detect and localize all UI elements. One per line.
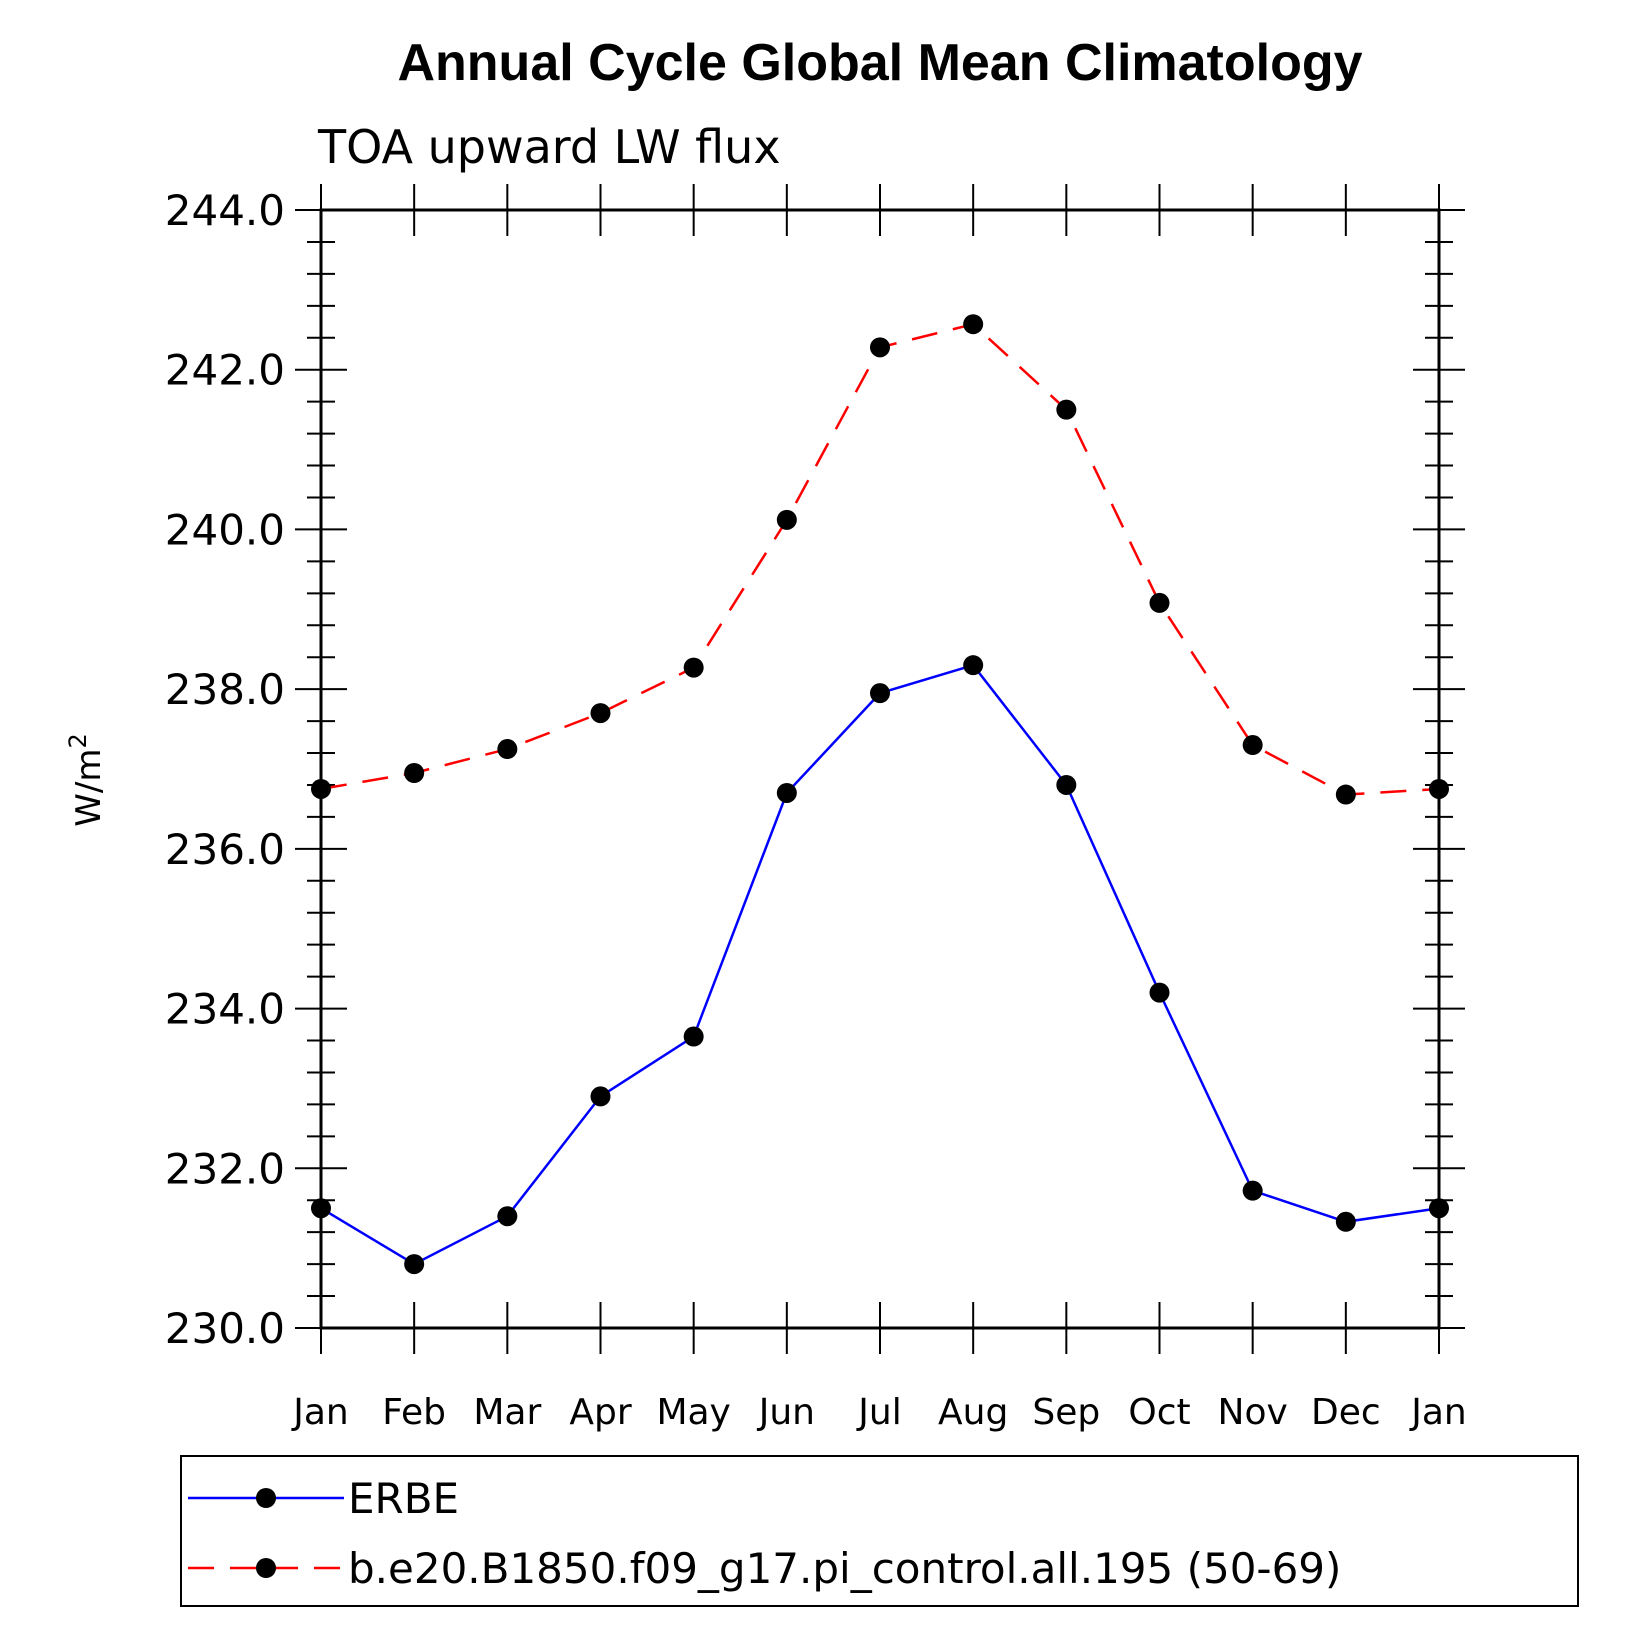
- svg-text:W/m2: W/m2: [64, 733, 109, 826]
- x-tick-label: Jan: [291, 1392, 349, 1433]
- x-tick-label: Dec: [1311, 1392, 1381, 1433]
- y-tick-labels: 230.0 232.0 234.0 236.0 238.0 240.0 242.0 244.0: [165, 186, 285, 1353]
- x-tick-labels: Jan Feb Mar Apr May Jun Jul Aug Sep Oct Nov Dec Jan: [291, 1392, 1467, 1433]
- legend-label-model: b.e20.B1850.f09_g17.pi_control.all.195 (…: [348, 1544, 1341, 1593]
- y-axis-label: W/m2: [64, 733, 109, 826]
- legend-marker-model: [256, 1558, 276, 1578]
- axis-ticks: [295, 184, 1465, 1354]
- data-point: [1149, 592, 1170, 613]
- series-1: [311, 314, 1449, 805]
- legend-entry-erbe: ERBE: [188, 1474, 459, 1523]
- data-point: [1242, 1180, 1263, 1201]
- y-tick-label: 236.0: [165, 825, 285, 874]
- data-point: [311, 1198, 331, 1219]
- series-0: [311, 655, 1449, 1275]
- x-tick-label: Jan: [1409, 1392, 1467, 1433]
- data-point: [1335, 784, 1356, 805]
- data-point: [1056, 774, 1077, 795]
- data-point: [870, 337, 890, 358]
- data-point: [1429, 1198, 1449, 1219]
- x-tick-label: Jun: [757, 1392, 815, 1433]
- data-point: [683, 1026, 704, 1047]
- y-tick-label: 234.0: [165, 985, 285, 1034]
- data-point: [404, 1254, 425, 1275]
- x-tick-label: Sep: [1032, 1392, 1100, 1433]
- y-tick-label: 244.0: [165, 186, 285, 235]
- x-tick-label: Nov: [1218, 1392, 1288, 1433]
- y-axis-label-superscript: 2: [64, 733, 92, 748]
- legend-box: [180, 1455, 1579, 1607]
- y-tick-label: 230.0: [165, 1304, 285, 1353]
- data-point: [404, 762, 425, 783]
- x-tick-label: Mar: [473, 1392, 541, 1433]
- data-point: [590, 1086, 611, 1107]
- y-axis-label-base: W/m: [69, 749, 109, 827]
- y-tick-label: 240.0: [165, 505, 285, 554]
- chart-subtitle: TOA upward LW flux: [317, 120, 781, 174]
- data-point: [1056, 399, 1077, 420]
- y-tick-label: 232.0: [165, 1144, 285, 1193]
- legend-marker-erbe: [256, 1488, 276, 1508]
- y-tick-label: 238.0: [165, 665, 285, 714]
- x-tick-label: Jul: [856, 1392, 901, 1433]
- x-tick-label: Oct: [1128, 1392, 1190, 1433]
- data-point: [497, 739, 518, 760]
- x-tick-label: Feb: [382, 1392, 446, 1433]
- chart-title: Annual Cycle Global Mean Climatology: [397, 34, 1362, 92]
- x-tick-label: Apr: [569, 1392, 631, 1433]
- data-point: [683, 657, 704, 678]
- series-line: [320, 322, 1440, 796]
- data-point: [1242, 735, 1263, 756]
- data-point: [1335, 1211, 1356, 1232]
- data-point: [311, 778, 331, 799]
- data-point: [1429, 778, 1449, 799]
- legend-label-erbe: ERBE: [348, 1474, 459, 1523]
- data-point: [963, 314, 984, 335]
- data-point: [776, 509, 797, 530]
- data-point: [776, 782, 797, 803]
- plot-frame: [319, 208, 1441, 1330]
- data-point: [590, 703, 611, 724]
- data-point: [497, 1206, 518, 1227]
- x-tick-label: May: [656, 1392, 730, 1433]
- data-point: [963, 655, 984, 676]
- y-tick-label: 242.0: [165, 346, 285, 395]
- legend-entry-model: b.e20.B1850.f09_g17.pi_control.all.195 (…: [188, 1544, 1341, 1593]
- data-point: [1149, 982, 1170, 1003]
- data-point: [870, 683, 890, 704]
- x-tick-label: Aug: [938, 1392, 1008, 1433]
- series-layer: [311, 314, 1449, 1275]
